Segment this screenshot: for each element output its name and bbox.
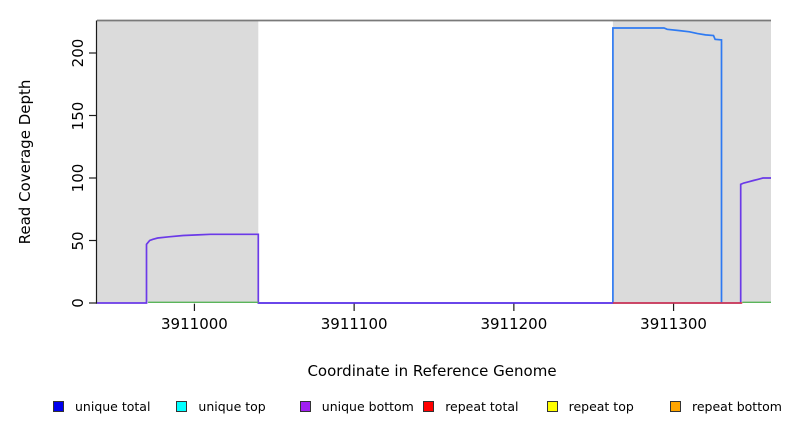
legend-label: repeat top	[568, 399, 634, 414]
shaded-region	[97, 20, 259, 303]
legend-label: unique top	[198, 399, 266, 414]
legend-swatch-icon	[176, 401, 188, 412]
legend-swatch-icon	[299, 401, 311, 412]
legend-item-unique-total: unique total	[53, 399, 150, 414]
y-tick-label: 100	[69, 163, 87, 193]
legend-item-repeat-top: repeat top	[546, 399, 634, 414]
x-tick-label: 3911200	[480, 315, 548, 333]
legend-item-unique-top: unique top	[176, 399, 266, 414]
series-unique-bottom	[97, 177, 771, 304]
y-tick-label: 200	[69, 38, 87, 68]
legend-label: repeat total	[445, 399, 519, 414]
legend-item-repeat-total: repeat total	[423, 399, 519, 414]
legend-swatch-icon	[423, 401, 435, 412]
legend-item-repeat-bottom: repeat bottom	[670, 399, 782, 414]
y-tick-label: 0	[69, 298, 87, 308]
series-unique-total	[258, 27, 723, 304]
y-tick-label: 150	[69, 101, 87, 130]
legend-item-unique-bottom: unique bottom	[299, 399, 414, 414]
shaded-region	[612, 20, 771, 303]
x-tick-label: 3911100	[320, 315, 388, 333]
y-tick-label: 50	[69, 230, 87, 251]
legend-swatch-icon	[546, 401, 558, 412]
x-axis-title: Coordinate in Reference Genome	[307, 362, 557, 380]
legend-swatch-icon	[670, 401, 681, 412]
legend-label: unique total	[75, 399, 151, 414]
y-axis-title: Read Coverage Depth	[16, 79, 34, 245]
legend-label: unique bottom	[321, 399, 414, 414]
legend-label: repeat bottom	[692, 399, 782, 414]
x-tick-label: 3911300	[640, 315, 707, 333]
x-tick-label: 3911000	[161, 315, 228, 333]
legend-swatch-icon	[53, 401, 64, 412]
